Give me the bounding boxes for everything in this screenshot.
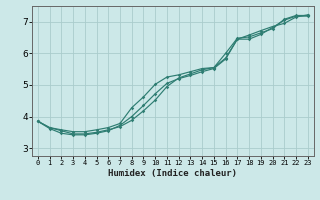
X-axis label: Humidex (Indice chaleur): Humidex (Indice chaleur) bbox=[108, 169, 237, 178]
